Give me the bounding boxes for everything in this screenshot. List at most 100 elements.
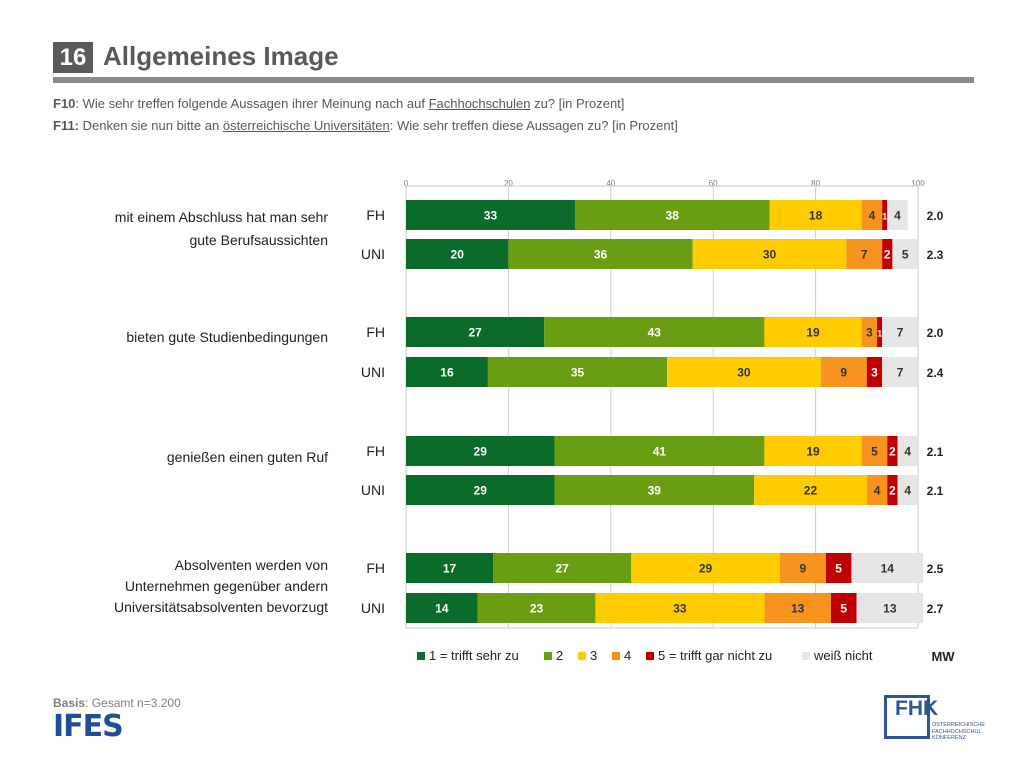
bar-data-label: 5 — [871, 445, 878, 459]
bar-segment — [508, 239, 693, 269]
question-f11-suffix: : Wie sehr treffen diese Aussagen zu? [i… — [389, 118, 678, 133]
group-label: Unternehmen gegenüber andern — [125, 578, 328, 594]
bar-data-label: 23 — [530, 602, 544, 616]
bar-data-label: 38 — [666, 209, 680, 223]
mean-value-label: 2.1 — [927, 445, 944, 459]
bar-segment — [846, 239, 883, 269]
bar-data-label: 22 — [804, 484, 818, 498]
bar-segment — [866, 357, 883, 387]
bar-segment — [574, 200, 770, 230]
bar-data-label: 19 — [806, 445, 820, 459]
basis-label: Basis — [53, 696, 86, 710]
bar-segment — [779, 553, 826, 583]
bar-segment — [754, 475, 867, 505]
bar-data-label: 27 — [555, 562, 569, 576]
bar-data-label: 5 — [902, 248, 909, 262]
bar-segment — [856, 593, 924, 623]
group-label: mit einem Abschluss hat man sehr — [115, 209, 329, 225]
bar-segment — [406, 200, 575, 230]
bar-data-label: 4 — [904, 484, 911, 498]
bar-segment — [406, 593, 478, 623]
bar-data-label: 16 — [440, 366, 454, 380]
x-tick-label: 40 — [606, 179, 615, 188]
question-f11-code: F11: — [53, 118, 80, 133]
bar-segment — [830, 593, 857, 623]
bar-segment — [820, 357, 867, 387]
legend-label: 4 — [624, 648, 631, 663]
legend-label: 1 = trifft sehr zu — [429, 648, 519, 663]
legend-label: 3 — [590, 648, 597, 663]
x-tick-label: 20 — [504, 179, 513, 188]
bar-data-label: 1 — [877, 329, 882, 339]
bar-data-label: 33 — [484, 209, 498, 223]
legend-swatch — [544, 652, 552, 660]
bar-segment — [544, 317, 765, 347]
bar-segment — [406, 475, 555, 505]
mean-value-label: 2.4 — [927, 366, 944, 380]
question-f10-text: : Wie sehr treffen folgende Aussagen ihr… — [75, 96, 429, 111]
bar-segment — [554, 475, 755, 505]
bar-segment — [887, 475, 898, 505]
bar-data-label: 7 — [861, 248, 868, 262]
bar-category-label: UNI — [361, 364, 385, 380]
bar-data-label: 3 — [866, 326, 873, 340]
bar-data-label: 14 — [881, 562, 895, 576]
bar-segment — [882, 200, 888, 230]
bar-segment — [769, 200, 862, 230]
bar-category-label: UNI — [361, 246, 385, 262]
bar-data-label: 19 — [806, 326, 820, 340]
bar-segment — [892, 239, 918, 269]
group-label: genießen einen guten Ruf — [167, 449, 328, 465]
question-f11: F11: Denken sie nun bitte an österreichi… — [53, 118, 678, 133]
bar-data-label: 5 — [840, 602, 847, 616]
plot-frame — [405, 185, 919, 629]
bar-segment — [877, 317, 883, 347]
fhk-logo-frame — [884, 695, 930, 739]
question-f10-target: Fachhochschulen — [428, 96, 531, 111]
bar-data-label: 7 — [897, 326, 904, 340]
legend-swatch — [578, 652, 586, 660]
legend-swatch — [417, 652, 425, 660]
question-f10-suffix: zu? [in Prozent] — [530, 96, 625, 111]
bar-data-label: 13 — [883, 602, 897, 616]
bar-data-label: 43 — [648, 326, 662, 340]
bar-data-label: 20 — [451, 248, 465, 262]
bar-data-label: 36 — [594, 248, 608, 262]
bar-data-label: 29 — [474, 484, 488, 498]
question-f10-code: F10 — [53, 96, 76, 111]
group-label: bieten gute Studienbedingungen — [126, 329, 328, 345]
bar-category-label: UNI — [361, 482, 385, 498]
bar-data-label: 4 — [894, 209, 901, 223]
question-f11-text: Denken sie nun bitte an — [79, 118, 223, 133]
bar-data-label: 4 — [904, 445, 911, 459]
bar-segment — [825, 553, 852, 583]
bar-segment — [764, 436, 862, 466]
bar-segment — [897, 475, 918, 505]
bar-segment — [406, 317, 545, 347]
bar-data-label: 13 — [791, 602, 805, 616]
bar-data-label: 9 — [840, 366, 847, 380]
bar-data-label: 41 — [653, 445, 667, 459]
bar-data-label: 2 — [889, 484, 896, 498]
legend-swatch — [612, 652, 620, 660]
bar-data-label: 7 — [897, 366, 904, 380]
bar-segment — [554, 436, 765, 466]
legend-label: 2 — [556, 648, 563, 663]
x-tick-label: 100 — [911, 179, 925, 188]
bar-data-label: 9 — [799, 562, 806, 576]
bar-data-label: 14 — [435, 602, 449, 616]
bar-data-label: 30 — [763, 248, 777, 262]
bar-segment — [764, 593, 831, 623]
bar-segment — [882, 317, 918, 347]
bar-category-label: FH — [366, 207, 385, 223]
bar-segment — [882, 239, 893, 269]
bar-segment — [595, 593, 765, 623]
title-divider — [53, 77, 974, 83]
fhk-subtitle-line: FACHHOCHSCHUL — [932, 728, 982, 735]
bar-segment — [406, 239, 509, 269]
basis-note: Basis: Gesamt n=3.200 — [53, 696, 181, 710]
bar-data-label: 4 — [869, 209, 876, 223]
bar-data-label: 18 — [809, 209, 823, 223]
bar-segment — [882, 357, 918, 387]
